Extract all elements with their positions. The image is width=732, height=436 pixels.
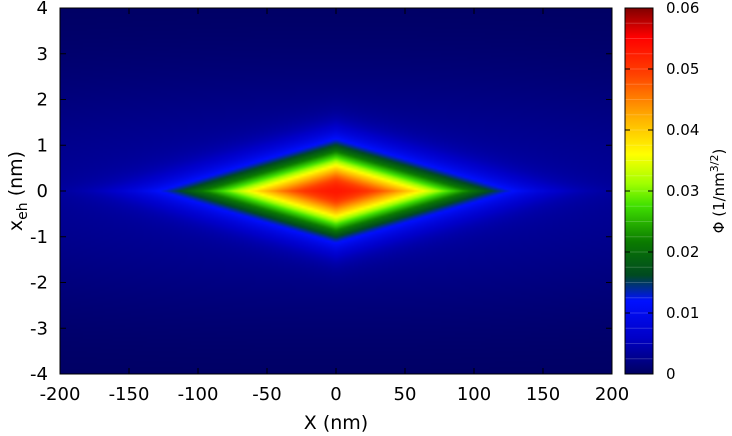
colorbar: 0 0.01 0.02 0.03 0.04 0.05 0.06 Φ (1/nm3/2)	[624, 0, 728, 383]
colorbar-tick-label: 0	[666, 365, 676, 383]
y-tick-label: -3	[30, 318, 48, 339]
colorbar-tick-label: 0.02	[666, 243, 699, 261]
x-axis-label: X (nm)	[304, 412, 368, 434]
colorbar-tick-label: 0.05	[666, 60, 699, 78]
colorbar-tick-label: 0.01	[666, 304, 699, 322]
colorbar-tick-label: 0.03	[666, 182, 699, 200]
x-tick-label: 150	[526, 384, 560, 405]
y-axis: -4 -3 -2 -1 0 1 2 3 4	[30, 0, 612, 385]
colorbar-tick-label: 0.04	[666, 121, 699, 139]
y-tick-label: -2	[30, 273, 48, 294]
y-tick-label: -1	[30, 227, 48, 248]
x-tick-label: 200	[595, 384, 629, 405]
y-tick-label: 4	[37, 0, 48, 19]
y-tick-label: 2	[37, 90, 48, 111]
x-tick-label: 100	[457, 384, 491, 405]
y-axis-label: xeh (nm)	[5, 151, 31, 231]
heatmap-plot-area	[59, 7, 613, 375]
colorbar-ticks: 0 0.01 0.02 0.03 0.04 0.05 0.06	[625, 0, 699, 383]
y-tick-label: 1	[37, 135, 48, 156]
x-tick-label: 50	[394, 384, 417, 405]
colorbar-label: Φ (1/nm3/2)	[708, 149, 728, 234]
y-tick-label: 3	[37, 44, 48, 65]
x-tick-label: -100	[178, 384, 219, 405]
x-tick-label: -200	[40, 384, 81, 405]
y-tick-label: 0	[37, 181, 48, 202]
x-tick-label: -50	[252, 384, 281, 405]
x-axis: -200 -150 -100 -50 0 50 100 150 200	[40, 8, 629, 405]
x-tick-label: 0	[330, 384, 341, 405]
x-tick-label: -150	[109, 384, 150, 405]
colorbar-tick-label: 0.06	[666, 0, 699, 17]
heatmap-image	[60, 8, 612, 374]
y-tick-label: -4	[30, 364, 48, 385]
